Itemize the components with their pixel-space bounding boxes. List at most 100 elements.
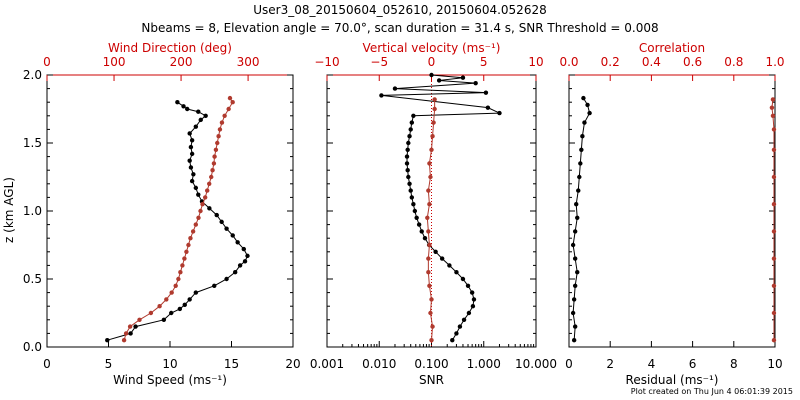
top-tick-label: 5 bbox=[480, 55, 488, 69]
top-tick-label: 10 bbox=[528, 55, 543, 69]
data-point bbox=[184, 249, 189, 254]
data-point bbox=[769, 105, 775, 110]
data-point bbox=[575, 270, 580, 275]
data-point bbox=[186, 242, 191, 248]
data-point bbox=[450, 338, 455, 343]
y-tick-label: 1.5 bbox=[23, 136, 42, 150]
data-point bbox=[572, 283, 578, 288]
data-point bbox=[193, 185, 199, 191]
data-point bbox=[182, 302, 187, 308]
x-tick-label: 15 bbox=[224, 357, 239, 371]
data-point bbox=[187, 131, 192, 136]
data-point bbox=[426, 270, 431, 275]
data-point bbox=[473, 80, 478, 86]
x-axis-label: Residual (ms⁻¹) bbox=[626, 373, 719, 387]
data-point bbox=[169, 290, 174, 295]
data-point bbox=[205, 188, 210, 193]
data-point bbox=[213, 147, 219, 152]
x-tick-label: 2 bbox=[606, 357, 614, 371]
data-point bbox=[408, 127, 413, 132]
y-tick-label: 0.0 bbox=[23, 340, 42, 354]
data-point bbox=[127, 324, 133, 329]
data-point bbox=[193, 222, 199, 227]
top-axis-title: Wind Direction (deg) bbox=[108, 41, 232, 55]
data-point bbox=[222, 113, 227, 119]
data-point bbox=[123, 331, 129, 336]
data-point bbox=[182, 256, 187, 261]
top-tick-label: 0.4 bbox=[642, 55, 661, 69]
data-point bbox=[224, 276, 229, 282]
data-point bbox=[202, 195, 208, 200]
data-point bbox=[209, 174, 214, 180]
data-point bbox=[426, 188, 431, 193]
data-point bbox=[771, 256, 777, 261]
y-tick-label: 0.5 bbox=[23, 272, 42, 286]
data-point bbox=[169, 310, 174, 316]
data-point bbox=[580, 134, 585, 139]
data-point bbox=[457, 324, 463, 329]
top-axis-title: Vertical velocity (ms⁻¹) bbox=[363, 41, 501, 55]
x-tick-label: 8 bbox=[730, 357, 738, 371]
data-point bbox=[587, 110, 592, 116]
data-point bbox=[227, 95, 233, 101]
data-point bbox=[412, 208, 418, 214]
data-point bbox=[419, 229, 424, 234]
data-point bbox=[571, 297, 577, 302]
data-point bbox=[196, 192, 201, 197]
data-point bbox=[582, 120, 587, 125]
data-point bbox=[571, 338, 577, 343]
data-point bbox=[771, 202, 777, 207]
data-point bbox=[570, 310, 576, 316]
data-point bbox=[454, 331, 459, 336]
data-point bbox=[461, 317, 467, 322]
top-tick-label: −5 bbox=[370, 55, 388, 69]
top-axis-title: Correlation bbox=[639, 41, 705, 55]
data-point bbox=[189, 151, 195, 157]
data-point bbox=[157, 304, 162, 309]
x-tick-label: 6 bbox=[689, 357, 697, 371]
data-point bbox=[426, 256, 431, 261]
data-point bbox=[187, 158, 192, 163]
data-point bbox=[416, 222, 422, 227]
data-point bbox=[203, 113, 208, 119]
title-line-1: User3_08_20150604_052610, 20150604.05262… bbox=[253, 3, 546, 17]
top-tick-label: 100 bbox=[103, 55, 126, 69]
x-axis-label: Wind Speed (ms⁻¹) bbox=[113, 373, 227, 387]
data-point bbox=[211, 161, 217, 166]
data-point bbox=[188, 165, 194, 170]
data-point bbox=[185, 106, 190, 112]
data-point bbox=[430, 134, 435, 139]
data-point bbox=[428, 310, 433, 316]
data-point bbox=[404, 161, 410, 166]
data-point bbox=[219, 219, 224, 225]
data-point bbox=[232, 270, 238, 275]
data-point bbox=[485, 105, 491, 110]
data-point bbox=[429, 297, 434, 302]
data-point bbox=[105, 338, 110, 343]
data-point bbox=[471, 297, 477, 302]
data-point bbox=[572, 256, 578, 261]
top-tick-label: 1.0 bbox=[765, 55, 784, 69]
series-line-correlation bbox=[771, 99, 775, 341]
panel-vertical: 0.001 0.010 0.100 1.000 10.000 −10 −5 0 5 10 Verti… bbox=[310, 41, 557, 387]
data-point bbox=[411, 202, 416, 207]
data-point bbox=[235, 240, 240, 245]
data-point bbox=[576, 188, 581, 193]
y-axis-label: z (km AGL) bbox=[2, 177, 16, 243]
data-point bbox=[454, 270, 459, 275]
data-point bbox=[770, 97, 776, 102]
data-point bbox=[427, 202, 432, 207]
data-point bbox=[193, 124, 199, 129]
data-point bbox=[214, 212, 219, 218]
data-point bbox=[439, 256, 445, 261]
data-point bbox=[137, 317, 142, 322]
data-point bbox=[574, 202, 579, 207]
x-tick-label: 10 bbox=[767, 357, 782, 371]
data-point bbox=[216, 134, 221, 139]
data-point bbox=[409, 195, 415, 200]
data-point bbox=[212, 154, 217, 159]
data-point bbox=[196, 109, 201, 114]
data-point bbox=[406, 140, 411, 146]
data-point bbox=[198, 208, 203, 214]
data-point bbox=[577, 174, 582, 180]
